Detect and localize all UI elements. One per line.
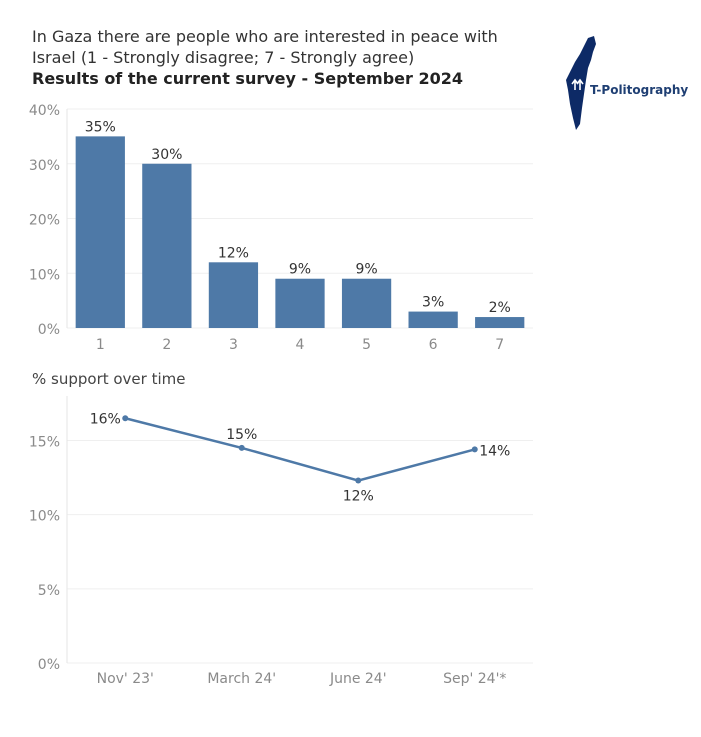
bar bbox=[475, 317, 525, 328]
data-point bbox=[471, 446, 478, 453]
bar-chart: 0% 10% 20% 30% 40% 35% 1 30% 2 12% 3 9% 4 9% 5 3% 6 2% 7 bbox=[29, 103, 533, 353]
bar bbox=[75, 136, 125, 328]
data-label: 3% bbox=[422, 295, 444, 311]
y-tick-label: 20% bbox=[29, 213, 60, 229]
chart-title: In Gaza there are people who are interes… bbox=[32, 26, 532, 89]
y-tick-label: 0% bbox=[38, 657, 60, 673]
y-tick-label: 10% bbox=[29, 267, 60, 283]
x-tick-label: 5 bbox=[362, 337, 371, 353]
y-tick-label: 0% bbox=[38, 322, 60, 338]
x-tick-label: 7 bbox=[495, 337, 504, 353]
data-label: 2% bbox=[489, 300, 511, 316]
x-tick-label: 1 bbox=[96, 337, 105, 353]
x-tick-label: March 24' bbox=[207, 671, 276, 687]
data-label: 35% bbox=[85, 119, 116, 135]
chart-subtitle: Results of the current survey - Septembe… bbox=[32, 69, 464, 88]
y-tick-label: 10% bbox=[29, 509, 60, 525]
x-tick-label: 4 bbox=[296, 337, 305, 353]
bar bbox=[408, 311, 458, 328]
data-label: 15% bbox=[226, 427, 257, 443]
bar bbox=[208, 262, 259, 328]
data-label: 9% bbox=[289, 262, 311, 278]
x-tick-label: 2 bbox=[162, 337, 171, 353]
x-tick-label: June 24' bbox=[329, 671, 387, 687]
title-line-2: Israel (1 - Strongly disagree; 7 - Stron… bbox=[32, 48, 415, 67]
x-tick-label: 3 bbox=[229, 337, 238, 353]
bar bbox=[142, 163, 192, 328]
data-point bbox=[355, 477, 362, 484]
data-label: 16% bbox=[90, 411, 121, 427]
data-label: 12% bbox=[218, 245, 249, 261]
x-tick-label: 6 bbox=[429, 337, 438, 353]
data-label: 14% bbox=[479, 443, 510, 459]
y-tick-label: 5% bbox=[38, 583, 60, 599]
series-line bbox=[124, 417, 476, 482]
y-tick-label: 40% bbox=[29, 103, 60, 119]
x-tick-label: Sep' 24'* bbox=[443, 671, 506, 687]
logo-text: T-Politography bbox=[590, 83, 689, 97]
data-point bbox=[122, 415, 129, 422]
data-label: 12% bbox=[343, 489, 374, 505]
x-tick-label: Nov' 23' bbox=[97, 671, 154, 687]
israel-map-icon bbox=[566, 36, 596, 130]
line-chart-title: % support over time bbox=[32, 370, 186, 388]
data-label: 9% bbox=[355, 262, 377, 278]
y-tick-label: 30% bbox=[29, 158, 60, 174]
data-label: 30% bbox=[151, 147, 182, 163]
bar bbox=[275, 278, 325, 328]
title-line-1: In Gaza there are people who are interes… bbox=[32, 27, 498, 46]
bar bbox=[341, 278, 392, 328]
y-tick-label: 15% bbox=[29, 435, 60, 451]
data-point bbox=[238, 444, 245, 451]
